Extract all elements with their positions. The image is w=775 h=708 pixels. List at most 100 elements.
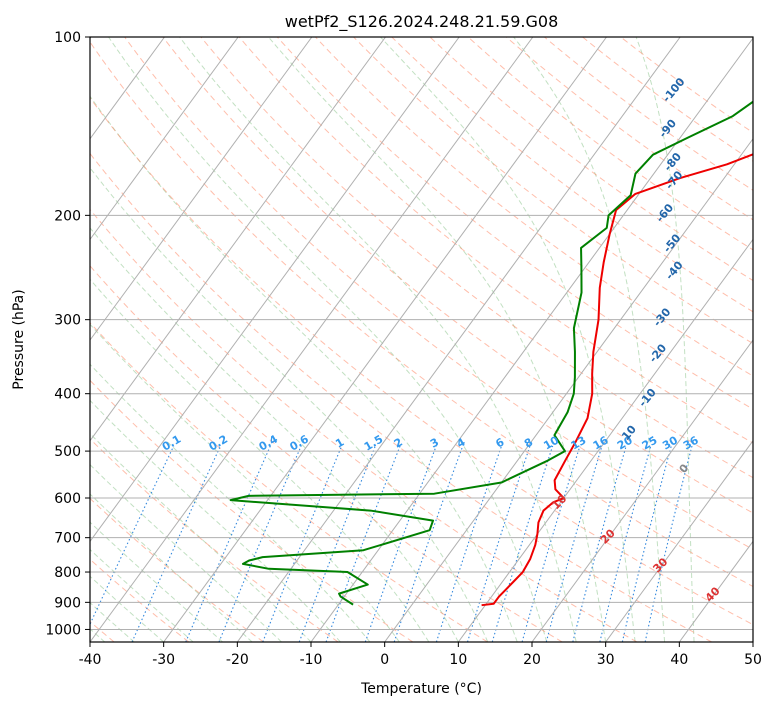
dry-adiabat — [391, 37, 753, 313]
dry-adiabat — [90, 497, 264, 642]
dry-adiabat — [505, 37, 753, 221]
x-tick-label: 50 — [744, 652, 762, 668]
moist-adiabat — [90, 227, 459, 642]
plot-frame — [89, 36, 754, 643]
dry-adiabat — [90, 41, 753, 588]
moist-adiabat — [90, 363, 371, 642]
dry-adiabat — [90, 322, 488, 642]
moist-adiabat — [90, 399, 341, 642]
moist-adiabat — [90, 323, 400, 642]
isotherm-gridline — [605, 439, 753, 642]
x-tick-label: 30 — [597, 652, 615, 668]
mixing-ratio-line — [466, 445, 531, 642]
y-tick-label: 700 — [54, 531, 81, 547]
mixing-ratio-line — [325, 445, 401, 642]
mixing-ratio-line — [185, 445, 271, 642]
moist-adiabat-label: 0 — [677, 461, 692, 475]
moist-adiabat — [90, 521, 223, 642]
moist-adiabat — [90, 575, 164, 642]
sounding-profiles — [229, 100, 753, 607]
moist-adiabat-label: -40 — [663, 258, 686, 282]
dry-adiabat — [353, 37, 753, 345]
moist-adiabat — [90, 167, 489, 642]
mixing-ratio-line — [521, 445, 581, 642]
mixing-ratio-line — [572, 445, 627, 642]
mixing-ratio-line — [393, 445, 464, 642]
isotherm-gridline — [90, 37, 239, 241]
mixing-ratio-label: 3 — [428, 436, 441, 451]
isotherm-gridline — [90, 37, 460, 543]
axes: -40 -30 -20 -10 0 10 20 30 40 5010020030040050060… — [45, 30, 762, 668]
moist-adiabat — [380, 37, 636, 642]
mixing-ratio-line — [644, 445, 693, 642]
dry-adiabat — [429, 37, 753, 282]
reference-line-labels: 0.1 0.2 0.4 0.6 1 1.5 2 3 4 6 8 10 13 16 20 25 30 3610203… — [160, 75, 723, 604]
dry-adiabat — [315, 37, 753, 377]
x-tick-label: -40 — [79, 652, 102, 668]
isotherm-gridline — [90, 37, 165, 140]
moist-adiabat-label: -100 — [660, 75, 688, 105]
chart-title: wetPf2_S126.2024.248.21.59.G08 — [285, 12, 559, 32]
y-tick-label: 600 — [54, 491, 81, 507]
dry-adiabat — [238, 37, 753, 444]
mixing-ratio-label: 36 — [681, 433, 701, 452]
isotherm-gridline — [310, 37, 753, 642]
mixing-ratio-label: 25 — [640, 434, 660, 453]
mixing-ratio-line — [218, 445, 302, 642]
mixing-ratio-line — [491, 445, 554, 642]
moist-adiabat — [513, 37, 666, 642]
isotherm-gridline — [678, 540, 753, 642]
mixing-ratio-label: 4 — [455, 435, 468, 450]
isotherm-gridline — [90, 37, 534, 642]
moist-adiabat-label: -60 — [653, 201, 676, 225]
mixing-ratio-label: 0.4 — [257, 432, 281, 453]
y-axis-title: Pressure (hPa) — [11, 289, 27, 389]
x-tick-label: 20 — [523, 652, 541, 668]
dry-adiabat — [90, 438, 339, 642]
isotherm-gridline — [163, 37, 607, 642]
moist-adiabat-label: -10 — [636, 386, 659, 410]
mixing-ratio-label: 30 — [660, 433, 680, 452]
y-tick-label: 500 — [54, 444, 81, 460]
y-tick-label: 1000 — [45, 622, 81, 638]
mixing-ratio-line — [364, 445, 437, 642]
isotherm-gridline — [236, 37, 681, 642]
x-tick-label: -30 — [152, 652, 175, 668]
x-tick-label: 0 — [380, 652, 389, 668]
moist-adiabat — [635, 37, 695, 642]
dry-adiabat — [124, 37, 753, 550]
isotherm-gridline — [531, 339, 753, 642]
mixing-ratio-line — [545, 445, 603, 642]
y-tick-label: 900 — [54, 595, 81, 611]
isotherm-gridline — [384, 137, 753, 642]
isotherm-gridline — [752, 641, 753, 642]
mixing-ratio-label: 0.1 — [160, 433, 183, 454]
isotherm-gridline — [90, 37, 386, 442]
dry-adiabat — [276, 37, 753, 410]
mixing-ratio-label: 1 — [333, 436, 346, 451]
mixing-ratio-line — [435, 445, 503, 642]
y-tick-label: 800 — [54, 565, 81, 581]
moist-adiabat — [268, 37, 607, 642]
y-tick-label: 300 — [54, 313, 81, 329]
moist-adiabat-label: -70 — [663, 168, 686, 192]
x-tick-label: 40 — [670, 652, 688, 668]
moist-adiabat — [179, 37, 577, 642]
dry-adiabat — [200, 37, 753, 479]
moist-adiabat — [90, 548, 194, 642]
dry-adiabat — [90, 558, 190, 642]
dry-adiabat — [467, 37, 753, 251]
mixing-ratio-label: 0.2 — [207, 433, 230, 454]
x-axis-title: Temperature (°C) — [360, 681, 482, 697]
moist-adiabat-label: -50 — [661, 231, 684, 255]
mixing-ratio-line — [262, 445, 343, 642]
y-tick-label: 100 — [54, 30, 81, 46]
dewpoint-line — [229, 100, 753, 606]
mixing-ratio-line — [599, 445, 652, 642]
x-tick-label: -10 — [300, 652, 323, 668]
mixing-ratio-line — [621, 445, 672, 642]
moist-adiabat-label: -80 — [661, 150, 684, 174]
y-tick-label: 400 — [54, 387, 81, 403]
mixing-ratio-label: 16 — [591, 433, 611, 452]
